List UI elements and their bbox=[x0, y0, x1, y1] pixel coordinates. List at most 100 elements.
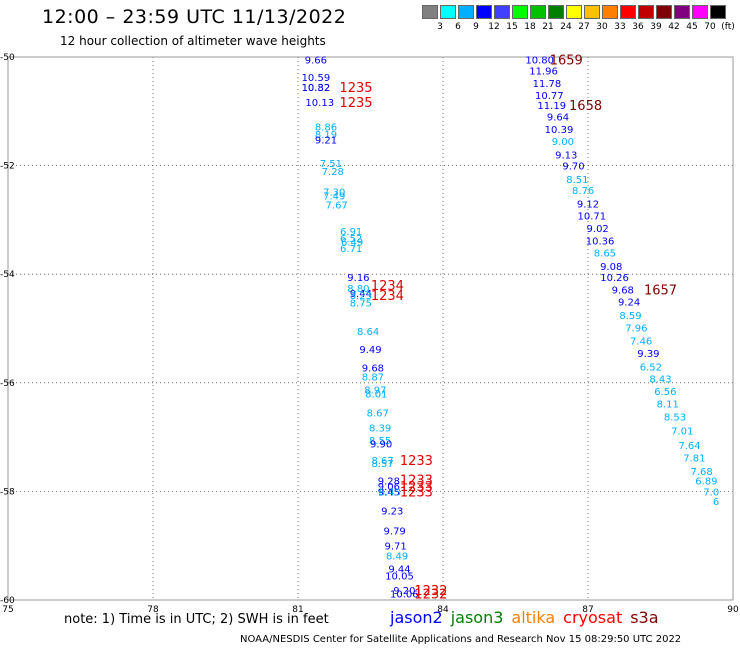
longitude-tick-label: 87 bbox=[582, 605, 593, 615]
wave-height-value: 6.56 bbox=[654, 387, 676, 398]
longitude-tick-label: 75 bbox=[2, 605, 13, 615]
wave-height-value: 8.80 bbox=[347, 284, 369, 295]
wave-height-value: 6.71 bbox=[340, 244, 362, 255]
wave-height-value: 7.68 bbox=[690, 467, 712, 478]
color-swatch bbox=[656, 5, 672, 19]
map-frame bbox=[7, 56, 734, 601]
longitude-tick-label: 84 bbox=[437, 605, 449, 615]
wave-height-value: 8.67 bbox=[367, 409, 389, 420]
wave-height-value: 10.39 bbox=[545, 125, 574, 136]
color-scale-label: 24 bbox=[560, 22, 572, 32]
wave-height-value: 9.28 bbox=[378, 477, 400, 488]
wave-height-value: 10.32 bbox=[302, 83, 331, 94]
wave-height-value: 7.30 bbox=[323, 188, 345, 199]
color-scale-unit: (ft) bbox=[721, 22, 735, 32]
wave-height-value: 8.65 bbox=[594, 248, 616, 259]
wave-height-value: 8.64 bbox=[357, 327, 379, 338]
wave-height-value: 9.39 bbox=[637, 349, 659, 360]
longitude-tick-label: 81 bbox=[292, 605, 303, 615]
color-swatch bbox=[692, 5, 708, 19]
wave-height-value: 10.77 bbox=[535, 91, 564, 102]
satellite-legend-entry: s3a bbox=[630, 608, 659, 627]
wave-height-value: 8.23 bbox=[350, 291, 372, 302]
wave-height-value: 9.44 bbox=[350, 289, 372, 300]
wave-height-value: 9.08 bbox=[600, 262, 622, 273]
color-swatch bbox=[422, 5, 438, 19]
pass-time-label: 1233 bbox=[400, 454, 433, 469]
pass-time-label: 1659 bbox=[550, 54, 583, 69]
axis-tick-labels: 75 78 81 84 87 90 -50 -52 -54 -56 -58 -60 bbox=[0, 53, 739, 615]
footer-credit: NOAA/NESDIS Center for Satellite Applica… bbox=[240, 634, 682, 645]
wave-height-value: 9.23 bbox=[381, 506, 403, 517]
wave-height-value: 9.13 bbox=[555, 151, 577, 162]
color-scale-label: 3 bbox=[437, 22, 443, 32]
wave-height-value: 9.71 bbox=[385, 542, 407, 553]
pass-time-label: 1235 bbox=[339, 96, 372, 111]
wave-height-value: 7.51 bbox=[320, 159, 342, 170]
wave-height-value: 9.90 bbox=[370, 440, 392, 451]
color-scale-label: 15 bbox=[506, 22, 518, 32]
wave-height-value: 11.19 bbox=[537, 101, 566, 112]
wave-height-value: 7.0 bbox=[703, 487, 719, 498]
wave-height-value: 8.59 bbox=[619, 311, 641, 322]
wave-height-value: 10.71 bbox=[578, 212, 607, 223]
wave-height-value: 11.96 bbox=[529, 67, 558, 78]
wave-height-value: 9.21 bbox=[315, 136, 337, 147]
pass-time-label: 1658 bbox=[569, 99, 602, 114]
wave-height-value: 9.12 bbox=[577, 200, 599, 211]
color-swatch bbox=[440, 5, 456, 19]
pass-time-label: 1233 bbox=[400, 480, 433, 495]
wave-height-value: 8.11 bbox=[657, 399, 679, 410]
wave-height-value: 6.52 bbox=[640, 363, 662, 374]
color-swatch bbox=[494, 5, 510, 19]
wave-height-value: 8.39 bbox=[369, 423, 391, 434]
wave-height-value: 9.66 bbox=[305, 56, 327, 67]
wave-height-value: 8.76 bbox=[572, 186, 594, 197]
color-swatch bbox=[548, 5, 564, 19]
wave-height-value: 8.55 bbox=[369, 436, 391, 447]
wave-height-value: 6.49 bbox=[341, 238, 363, 249]
color-scale-label: 30 bbox=[596, 22, 608, 32]
wave-height-value: 9.64 bbox=[547, 113, 569, 124]
latitude-tick-label: -54 bbox=[0, 270, 15, 280]
latitude-tick-label: -52 bbox=[0, 162, 15, 172]
wave-height-value: 10.05 bbox=[385, 572, 414, 583]
wave-height-value: 9.24 bbox=[618, 297, 640, 308]
color-scale-label: 27 bbox=[578, 22, 590, 32]
wave-height-value: 7.67 bbox=[326, 201, 348, 212]
color-swatch bbox=[710, 5, 726, 19]
color-scale-label: 36 bbox=[632, 22, 644, 32]
color-swatch bbox=[476, 5, 492, 19]
pass-time-label: 1232 bbox=[414, 584, 447, 599]
wave-height-value: 8.43 bbox=[649, 374, 671, 385]
wave-height-value: 9.68 bbox=[362, 364, 384, 375]
wave-height-value: 10.59 bbox=[302, 73, 331, 84]
wave-height-value: 8.97 bbox=[364, 385, 386, 396]
wave-height-value: 10.26 bbox=[600, 273, 629, 284]
pass-time-label: 1232 bbox=[414, 587, 447, 602]
wave-height-value: 8.57 bbox=[371, 459, 393, 470]
color-scale-label: 45 bbox=[686, 22, 698, 32]
pass-time-label: 1234 bbox=[371, 289, 404, 304]
pass-time-label: 1233 bbox=[400, 473, 433, 488]
color-swatch bbox=[602, 5, 618, 19]
wave-height-value: 8.87 bbox=[362, 372, 384, 383]
grid-lines bbox=[8, 57, 733, 600]
map-subtitle: 12 hour collection of altimeter wave hei… bbox=[60, 34, 326, 48]
color-swatch bbox=[566, 5, 582, 19]
wave-height-value: 8.67 bbox=[371, 456, 393, 467]
wave-height-value: 9.02 bbox=[587, 224, 609, 235]
color-scale-label: 39 bbox=[650, 22, 662, 32]
wave-height-value: 9.16 bbox=[347, 273, 369, 284]
wave-height-value: 10.13 bbox=[305, 98, 334, 109]
color-swatch bbox=[512, 5, 528, 19]
latitude-tick-label: -58 bbox=[0, 487, 15, 497]
map-title: 12:00 – 23:59 UTC 11/13/2022 bbox=[42, 6, 347, 28]
wave-height-value: 8.01 bbox=[365, 390, 387, 401]
color-swatch bbox=[620, 5, 636, 19]
wave-height-value: 10.80 bbox=[525, 56, 554, 67]
color-swatch bbox=[638, 5, 654, 19]
wave-height-value: 9.79 bbox=[384, 526, 406, 537]
longitude-tick-label: 90 bbox=[727, 605, 739, 615]
wave-height-value: 6.52 bbox=[340, 234, 362, 245]
